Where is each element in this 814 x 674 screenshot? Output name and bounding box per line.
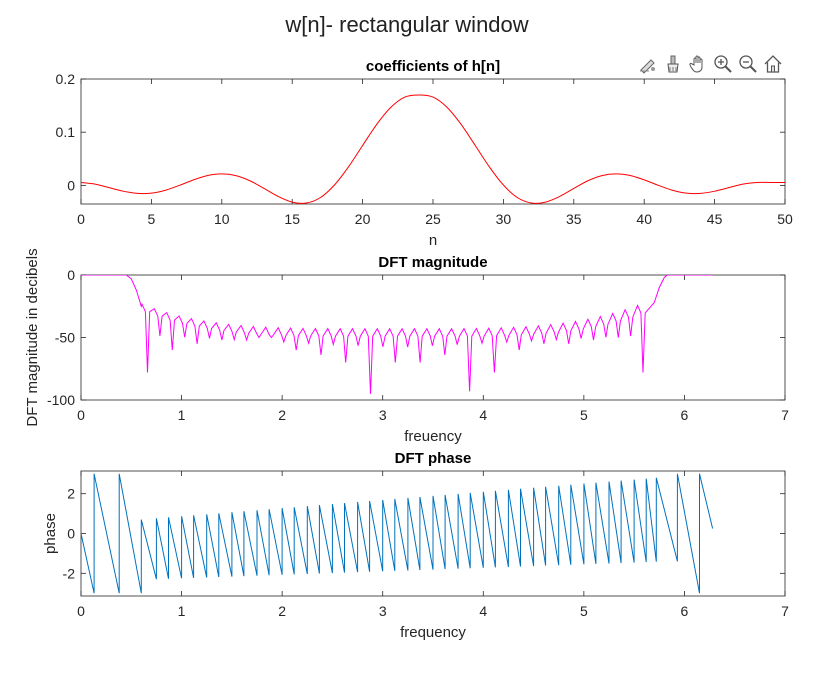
y-axis-label: phase <box>42 513 59 554</box>
x-tick-label: 0 <box>77 211 85 227</box>
x-tick-label: 40 <box>636 211 652 227</box>
x-tick-label: 3 <box>379 603 387 619</box>
x-tick-label: 30 <box>496 211 512 227</box>
chart-1: 0 5 10 15 20 25 30 35 40 45 50 0 0.1 0.2 coefficients … <box>56 58 793 249</box>
edit-plot-icon[interactable] <box>636 52 660 76</box>
y-tick-label: 0 <box>67 177 75 193</box>
x-tick-label: 7 <box>781 603 789 619</box>
y-axis-label: DFT magnitude in decibels <box>24 248 41 426</box>
pan-hand-icon[interactable] <box>686 52 710 76</box>
y-tick-label: 2 <box>67 486 75 502</box>
x-tick-label: 5 <box>148 211 156 227</box>
series-line-magnitude <box>81 275 713 394</box>
x-tick-label: 6 <box>681 407 689 423</box>
x-tick-label: 1 <box>178 603 186 619</box>
y-tick-label: 0.1 <box>56 124 76 140</box>
figure-toolbar <box>636 52 785 76</box>
chart-2: 0 1 2 3 4 5 6 7 0 -50 -100 DFT magnitude freuency DFT… <box>24 248 789 445</box>
brush-icon[interactable] <box>661 52 685 76</box>
y-tick-label: -2 <box>63 565 76 581</box>
x-tick-label: 1 <box>178 407 186 423</box>
figure-title: w[n]- rectangular window <box>285 12 529 37</box>
x-tick-label: 35 <box>566 211 582 227</box>
x-tick-label: 50 <box>777 211 793 227</box>
x-tick-label: 4 <box>479 603 487 619</box>
chart-title: DFT magnitude <box>378 254 487 271</box>
chart-3: 0 1 2 3 4 5 6 7 2 0 -2 DFT phase frequency phase <box>42 450 789 641</box>
x-tick-label: 10 <box>214 211 230 227</box>
y-tick-label: -100 <box>47 392 75 408</box>
y-tick-label: 0 <box>67 526 75 542</box>
y-tick-label: -50 <box>55 330 75 346</box>
x-axis-label: frequency <box>400 624 466 641</box>
x-tick-label: 20 <box>355 211 371 227</box>
home-icon[interactable] <box>761 52 785 76</box>
plot-area <box>80 274 786 401</box>
plot-area <box>80 78 786 205</box>
x-tick-label: 4 <box>479 407 487 423</box>
y-tick-label: 0 <box>67 267 75 283</box>
series-line-phase <box>81 473 714 594</box>
chart-title: DFT phase <box>395 450 472 467</box>
x-axis-label: n <box>429 232 437 249</box>
x-axis-label: freuency <box>404 428 462 445</box>
x-tick-label: 7 <box>781 407 789 423</box>
x-tick-label: 2 <box>278 407 286 423</box>
x-tick-label: 0 <box>77 407 85 423</box>
x-tick-label: 5 <box>580 603 588 619</box>
x-tick-label: 25 <box>425 211 441 227</box>
x-tick-label: 45 <box>707 211 723 227</box>
zoom-in-icon[interactable] <box>711 52 735 76</box>
y-tick-label: 0.2 <box>56 71 76 87</box>
x-tick-label: 5 <box>580 407 588 423</box>
x-tick-label: 3 <box>379 407 387 423</box>
series-line-h <box>81 94 785 204</box>
zoom-out-icon[interactable] <box>736 52 760 76</box>
chart-title: coefficients of h[n] <box>366 58 500 75</box>
x-tick-label: 6 <box>681 603 689 619</box>
x-tick-label: 0 <box>77 603 85 619</box>
x-tick-label: 2 <box>278 603 286 619</box>
x-tick-label: 15 <box>284 211 300 227</box>
